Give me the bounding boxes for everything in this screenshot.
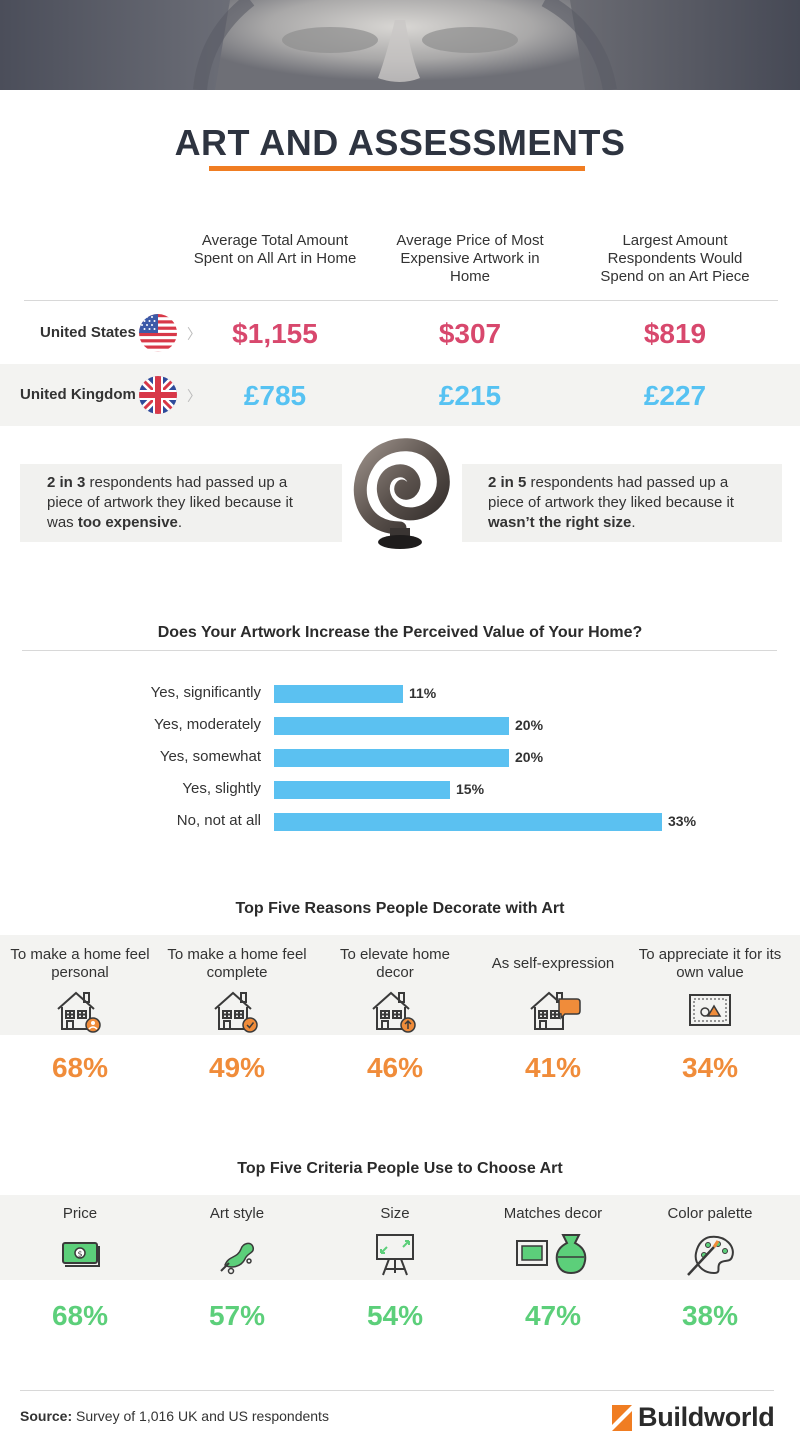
buildworld-logo-mark-icon: [612, 1404, 632, 1431]
percent-value: 68%: [51, 1300, 109, 1331]
palette-brush-icon: [680, 1229, 740, 1279]
svg-text:$: $: [77, 1250, 82, 1259]
callout-too-expensive: 2 in 3 respondents had passed up a piece…: [20, 464, 342, 542]
percent-value: 38%: [681, 1300, 739, 1331]
footer-divider: [20, 1390, 774, 1391]
bar-value-label: 11%: [409, 685, 437, 701]
bar-category-label: Yes, significantly: [150, 684, 261, 701]
brand-name: Buildworld: [638, 1402, 775, 1432]
bar-category-label: Yes, somewhat: [159, 748, 261, 765]
category-label: Art style: [209, 1205, 265, 1222]
uk-most-expensive-value: £215: [438, 380, 502, 411]
percent-value: 34%: [681, 1052, 739, 1083]
country-label-us: United States: [40, 324, 136, 341]
category-label: To make a home feel complete: [167, 946, 307, 981]
frame-and-vase-icon: [513, 1229, 593, 1279]
hero-statue-image: [0, 0, 800, 90]
category-label: Matches decor: [503, 1205, 603, 1222]
uk-flag-icon: [138, 375, 178, 420]
category-label: To elevate home decor: [339, 946, 451, 981]
uk-largest-amount-value: £227: [643, 380, 707, 411]
paint-stroke-icon: [207, 1229, 267, 1279]
country-label-uk: United Kingdom: [20, 386, 136, 403]
percent-value: 68%: [51, 1052, 109, 1083]
bar-value-label: 15%: [456, 781, 485, 797]
percent-value: 57%: [208, 1300, 266, 1331]
bar: [274, 685, 403, 703]
percent-value: 49%: [208, 1052, 266, 1083]
bar-category-label: No, not at all: [176, 812, 261, 829]
table-row-uk: United Kingdom 〉 £785 £215 £227: [0, 364, 800, 426]
chevron-right-icon: 〉: [187, 326, 201, 342]
column-header-most-expensive: Average Price of Most Expensive Artwork …: [396, 232, 544, 285]
category-label: Color palette: [667, 1205, 753, 1222]
house-speech-bubble-icon: [523, 987, 583, 1037]
bar: [274, 781, 450, 799]
bar-value-label: 20%: [515, 717, 544, 733]
money-icon: $: [50, 1229, 110, 1279]
bar: [274, 813, 662, 831]
framed-picture-icon: [680, 987, 740, 1037]
uk-total-spent-value: £785: [243, 380, 307, 411]
criteria-band: [0, 1195, 800, 1280]
house-arrow-up-icon: [365, 987, 425, 1037]
source-text: Survey of 1,016 UK and US respondents: [76, 1408, 329, 1424]
percent-value: 41%: [524, 1052, 582, 1083]
source-note: Source: Survey of 1,016 UK and US respon…: [20, 1408, 329, 1424]
percent-value: 47%: [524, 1300, 582, 1331]
bar-category-label: Yes, slightly: [182, 780, 261, 797]
callout-left-stat: 2 in 3: [47, 474, 86, 491]
category-label: Price: [62, 1205, 98, 1222]
table-header-divider: [24, 300, 778, 301]
section-title-reasons: Top Five Reasons People Decorate with Ar…: [235, 900, 565, 917]
category-label: Size: [380, 1205, 410, 1222]
source-label: Source:: [20, 1408, 73, 1424]
bar: [274, 749, 509, 767]
column-header-largest-amount: Largest Amount Respondents Would Spend o…: [600, 232, 750, 285]
title-underline: [209, 166, 585, 171]
chart-title-perceived-value: Does Your Artwork Increase the Perceived…: [157, 624, 643, 641]
bar-category-label: Yes, moderately: [153, 716, 261, 733]
house-person-icon: [50, 987, 110, 1037]
category-label: As self-expression: [491, 955, 615, 972]
callout-wrong-size: 2 in 5 respondents had passed up a piece…: [462, 464, 782, 542]
easel-icon: [365, 1229, 425, 1279]
callout-right-stat: 2 in 5: [488, 474, 527, 491]
percent-value: 54%: [366, 1300, 424, 1331]
category-label: To make a home feel personal: [10, 946, 150, 981]
us-most-expensive-value: $307: [438, 318, 502, 349]
chevron-right-icon: 〉: [187, 388, 201, 404]
bar-value-label: 33%: [668, 813, 697, 829]
spiral-sculpture-icon: [340, 428, 460, 553]
section-title-criteria: Top Five Criteria People Use to Choose A…: [237, 1160, 563, 1177]
house-check-icon: [207, 987, 267, 1037]
table-row-us: United States 〉: [0, 302, 800, 364]
category-label: To appreciate it for its own value: [638, 946, 782, 981]
chart-title-divider: [22, 650, 777, 651]
us-total-spent-value: $1,155: [232, 318, 318, 349]
buildworld-logo[interactable]: Buildworld: [610, 1402, 775, 1433]
us-flag-icon: [138, 313, 178, 358]
bar-value-label: 20%: [515, 749, 544, 765]
bar: [274, 717, 509, 735]
percent-value: 46%: [366, 1052, 424, 1083]
page-title: ART AND ASSESSMENTS: [174, 122, 626, 163]
us-largest-amount-value: $819: [643, 318, 707, 349]
column-header-total-spent: Average Total Amount Spent on All Art in…: [193, 232, 357, 267]
